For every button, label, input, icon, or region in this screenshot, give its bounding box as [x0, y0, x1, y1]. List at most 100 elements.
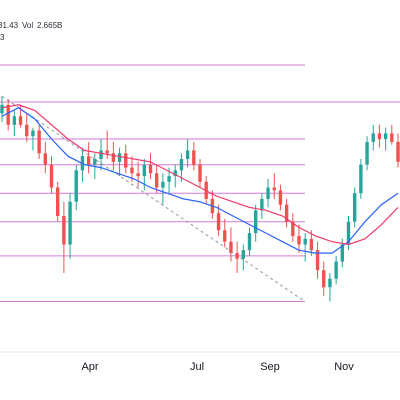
candle: [223, 218, 227, 248]
candle-body: [334, 261, 338, 279]
candle-body: [303, 238, 307, 245]
candle: [86, 141, 91, 174]
candle: [216, 204, 221, 236]
candle-body: [340, 244, 345, 262]
candle: [0, 96, 4, 122]
candle-body: [377, 133, 382, 140]
header-volume-value: 2.665B: [37, 21, 62, 30]
candle: [74, 164, 78, 211]
candle: [179, 153, 184, 182]
candle: [235, 241, 239, 273]
candle-body: [31, 130, 35, 137]
candle-body: [117, 153, 122, 162]
candle-body: [25, 124, 29, 137]
candle-body: [55, 187, 60, 216]
candle-body: [124, 153, 128, 168]
candle-body: [352, 193, 357, 222]
candle-body: [284, 204, 289, 222]
candle: [377, 124, 382, 148]
candle-body: [291, 221, 295, 236]
candle-body: [148, 164, 153, 174]
candle: [198, 159, 202, 188]
candle: [154, 164, 159, 194]
candle-body: [272, 187, 276, 191]
candle: [315, 241, 320, 279]
candle: [272, 173, 276, 199]
candle: [309, 230, 314, 256]
candle: [148, 153, 153, 179]
candle-body: [93, 159, 97, 165]
candle-body: [192, 150, 196, 165]
candle-body: [253, 210, 258, 234]
moving-averages: [1, 104, 399, 254]
candles: [0, 96, 400, 302]
x-tick-label: Jul: [190, 361, 204, 373]
candle: [266, 178, 270, 208]
candle-body: [161, 181, 165, 188]
candle-body: [173, 170, 177, 177]
candle: [55, 181, 60, 222]
candle-body: [99, 150, 103, 159]
candle-body: [328, 278, 332, 288]
candle: [62, 201, 66, 273]
candle-body: [216, 213, 221, 231]
candle-body: [49, 164, 54, 188]
candle: [68, 193, 72, 259]
trend-line[interactable]: [1, 95, 306, 302]
candle-body: [12, 116, 17, 125]
candle-body: [167, 176, 171, 182]
candle-body: [198, 164, 202, 182]
candle-body: [390, 133, 394, 142]
candle: [229, 227, 233, 262]
candle-body: [309, 238, 314, 251]
candle: [161, 173, 165, 205]
moving-average-slow[interactable]: [1, 104, 399, 246]
moving-average-fast[interactable]: [1, 107, 399, 254]
candle: [390, 124, 394, 145]
candle: [278, 184, 283, 211]
candle-body: [74, 170, 78, 202]
candle-body: [136, 173, 140, 177]
candle-body: [68, 201, 72, 245]
candle: [130, 156, 134, 182]
candle-body: [297, 235, 301, 245]
candle: [247, 227, 252, 256]
candle: [43, 141, 48, 174]
candle: [173, 164, 177, 188]
candle: [322, 261, 326, 296]
candle: [136, 161, 140, 188]
candle: [328, 273, 332, 302]
candle-body: [130, 167, 134, 174]
candle-body: [396, 141, 400, 162]
candle-body: [6, 104, 10, 125]
candle-body: [278, 190, 283, 205]
candle-body: [179, 159, 184, 171]
candle: [352, 187, 357, 228]
candle: [260, 193, 264, 219]
candle: [37, 124, 41, 159]
candle: [396, 133, 400, 168]
candle-body: [260, 198, 264, 211]
candle: [241, 244, 246, 271]
candle: [359, 159, 363, 199]
candle-body: [62, 216, 66, 245]
candle-body: [43, 153, 48, 165]
candle-body: [383, 133, 388, 140]
candle: [185, 139, 190, 168]
candle-body: [315, 250, 320, 271]
candle: [371, 124, 375, 151]
candle-body: [223, 230, 227, 242]
candle-body: [229, 241, 233, 254]
candle-body: [371, 133, 375, 142]
candle-body: [322, 270, 326, 288]
candle: [291, 213, 295, 242]
candle-body: [105, 150, 109, 154]
candle-body: [359, 164, 363, 194]
header-volume-label: Vol: [22, 21, 33, 30]
candle: [365, 136, 369, 171]
candle: [192, 141, 196, 171]
candle: [117, 147, 122, 177]
candle: [31, 127, 35, 151]
candle-body: [142, 164, 147, 177]
